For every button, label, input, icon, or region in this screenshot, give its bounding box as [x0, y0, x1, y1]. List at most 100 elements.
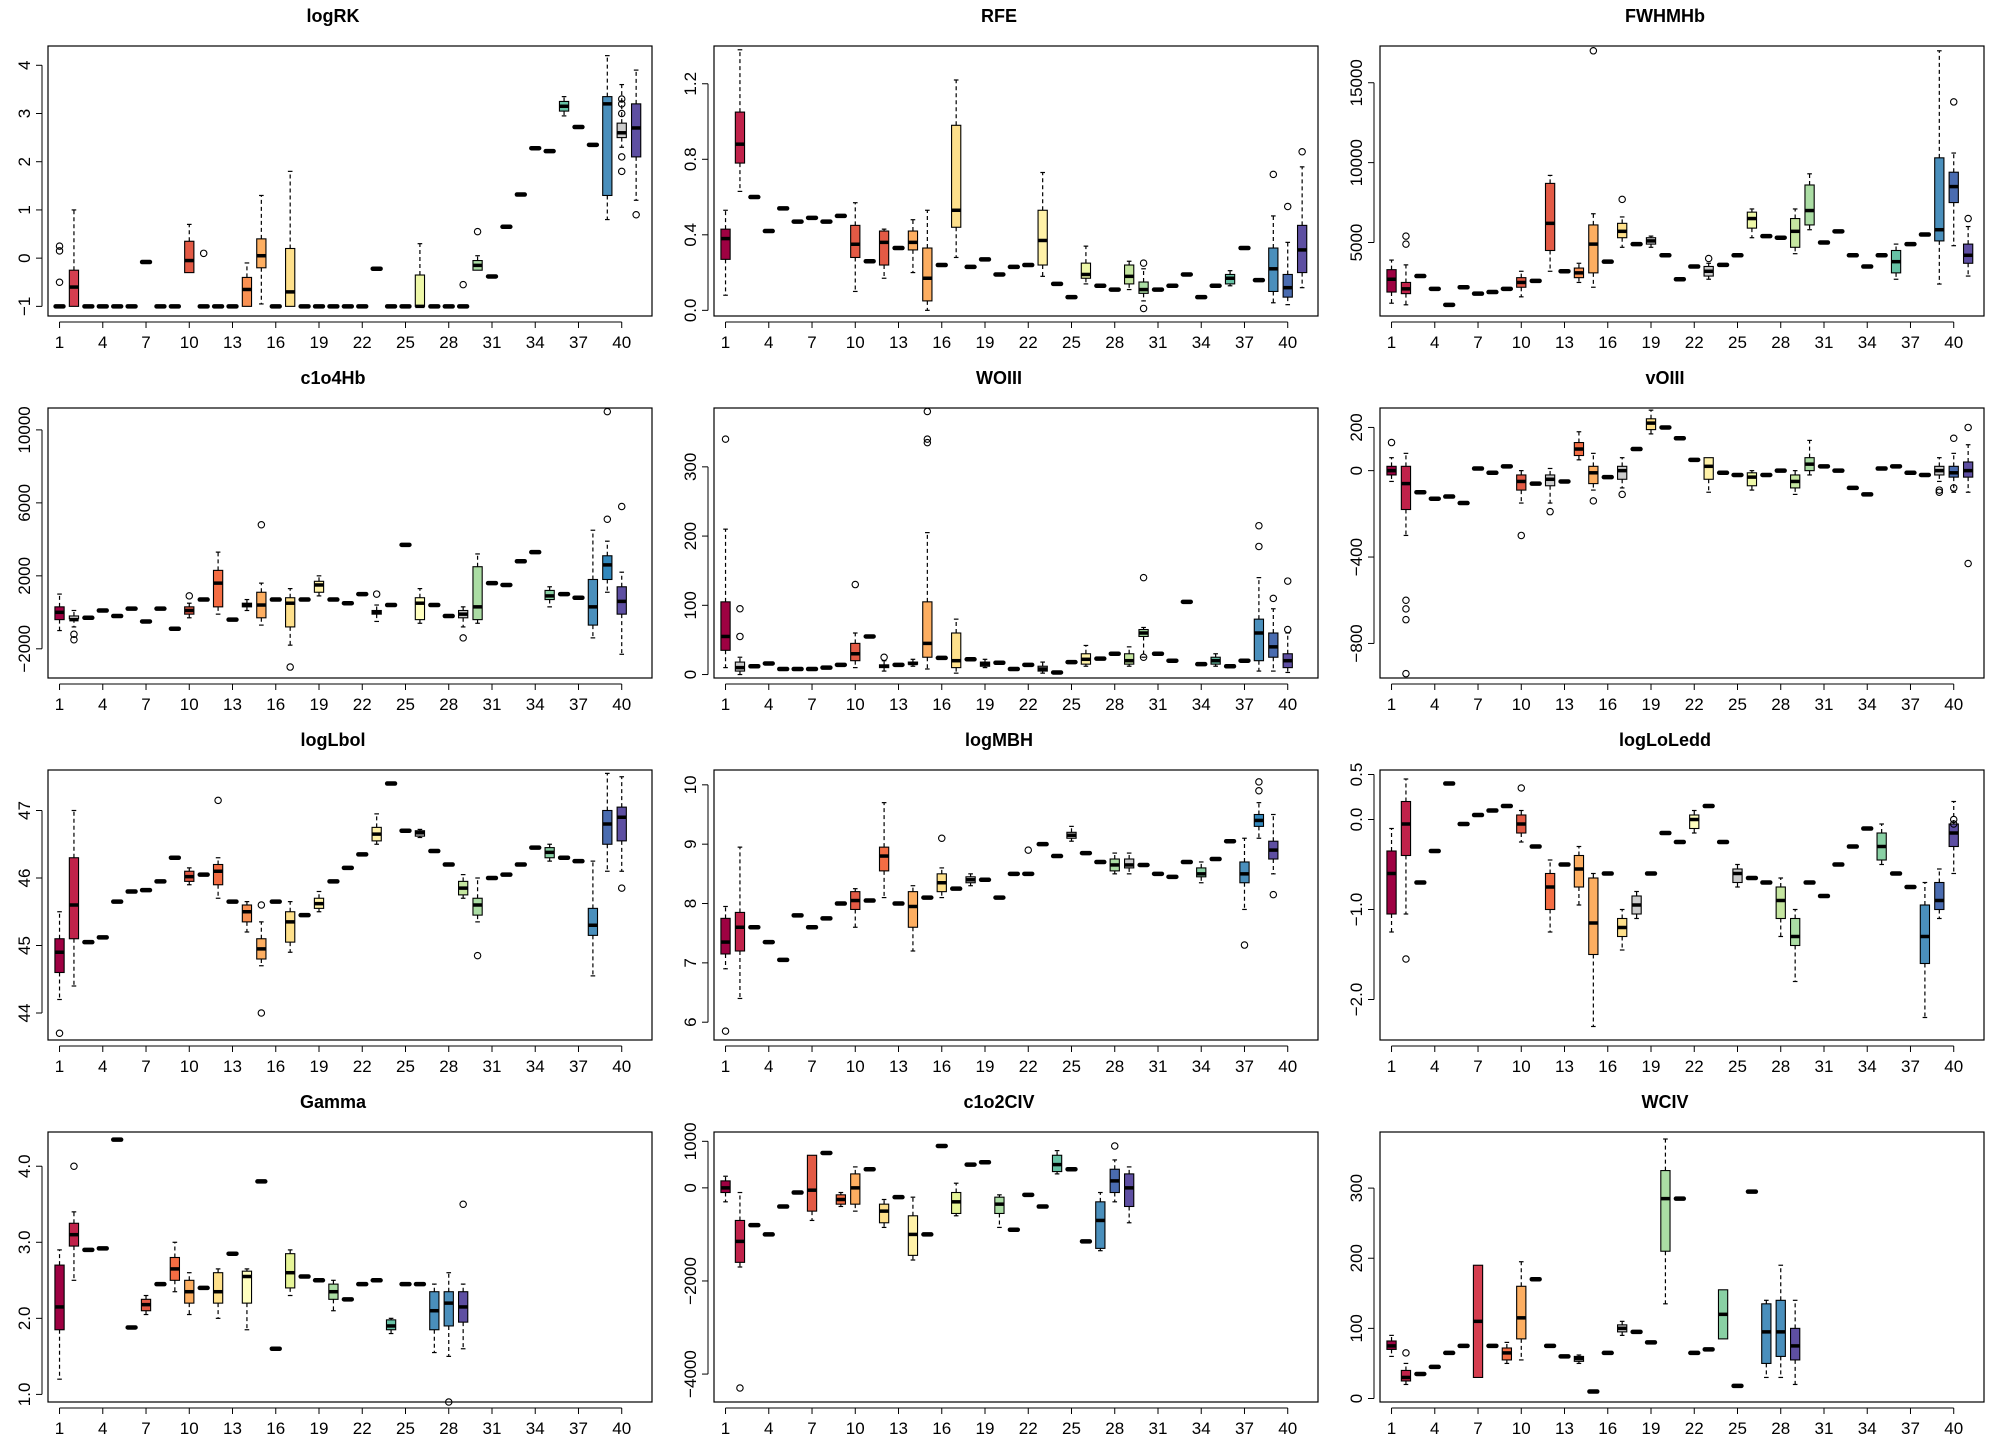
x-tick-label: 19 [976, 695, 995, 714]
box-35 [544, 586, 555, 608]
outlier-point [1269, 890, 1278, 899]
outlier-point [1949, 434, 1958, 442]
y-tick-label: 44 [15, 1004, 34, 1023]
x-tick-label: 10 [1512, 695, 1531, 714]
x-tick-label: 40 [1944, 1419, 1963, 1438]
box-36 [558, 96, 570, 117]
panel-title: WOIII [976, 368, 1022, 388]
box-17 [1617, 195, 1628, 248]
y-tick-label: 1.2 [681, 72, 700, 96]
x-tick-label: 7 [807, 1057, 816, 1076]
box-2 [734, 846, 746, 1000]
box-38 [1253, 778, 1265, 839]
box-26 [1080, 245, 1092, 285]
x-tick-label: 37 [1901, 333, 1920, 352]
box-35 [544, 843, 555, 862]
box-14 [241, 901, 253, 933]
box-body [1703, 457, 1714, 480]
x-tick-label: 34 [1858, 1419, 1877, 1438]
x-tick-label: 25 [1728, 333, 1747, 352]
box-17 [951, 79, 962, 259]
y-tick-label: 200 [1347, 413, 1366, 441]
box-15 [922, 407, 933, 670]
x-tick-label: 37 [1901, 695, 1920, 714]
outlier-point [617, 153, 626, 161]
box-2 [68, 809, 80, 987]
box-39 [602, 772, 613, 872]
box-body [878, 230, 890, 266]
panel-title: logLbol [300, 730, 366, 750]
box-body [1588, 465, 1599, 485]
box-14 [907, 885, 919, 952]
box-39 [1934, 50, 1945, 285]
x-tick-label: 34 [526, 1419, 545, 1438]
chart-c1o2civ: 1 4 7 10 13 16 19 22 25 28 31 34 37 40 −4000 −2000 0 1000 [681, 1122, 1319, 1438]
x-tick-label: 4 [764, 1057, 773, 1076]
outlier-point [1949, 98, 1958, 106]
outlier-point [1935, 486, 1944, 494]
x-tick-label: 1 [1387, 333, 1396, 352]
box-body [1253, 618, 1265, 662]
x-tick-label: 37 [1235, 1057, 1254, 1076]
box-29 [457, 1200, 469, 1350]
box-26 [414, 588, 426, 624]
x-tick-label: 40 [1944, 1057, 1963, 1076]
box-15 [256, 194, 267, 305]
x-tick-label: 1 [721, 695, 730, 714]
box-body [472, 566, 483, 621]
x-tick-label: 16 [266, 333, 285, 352]
box-15 [1588, 452, 1599, 505]
outlier-point [372, 590, 381, 598]
panel-title: Gamma [299, 1092, 367, 1112]
box-body [734, 111, 746, 164]
box-body [54, 938, 65, 974]
x-tick-label: 40 [612, 1057, 631, 1076]
outlier-point [1402, 955, 1410, 963]
y-tick-label: 200 [1347, 1244, 1366, 1272]
box-body [616, 806, 627, 842]
x-tick-label: 19 [1642, 1057, 1661, 1076]
x-tick-label: 13 [223, 1419, 242, 1438]
box-40 [1948, 98, 1959, 247]
x-tick-label: 28 [439, 333, 458, 352]
box-2 [1400, 232, 1412, 306]
box-12 [1544, 467, 1556, 516]
x-tick-label: 34 [1858, 1057, 1877, 1076]
x-tick-label: 31 [1149, 1419, 1168, 1438]
x-tick-label: 22 [1685, 333, 1704, 352]
box-body [922, 601, 933, 658]
outlier-point [214, 796, 222, 805]
outlier-point [1139, 259, 1148, 267]
box-body [806, 1154, 818, 1212]
x-tick-label: 28 [1105, 1419, 1124, 1438]
box-26 [1080, 644, 1092, 667]
box-12 [1544, 859, 1556, 933]
x-tick-label: 19 [976, 1419, 995, 1438]
outlier-point [632, 211, 640, 219]
box-body [720, 601, 731, 651]
outlier-point [617, 884, 626, 892]
outlier-point [1255, 542, 1263, 551]
box-29 [1789, 908, 1801, 983]
x-tick-label: 28 [1771, 1057, 1790, 1076]
outlier-point [1618, 195, 1626, 204]
outlier-point [1402, 615, 1410, 624]
box-37 [1239, 837, 1250, 949]
box-body [1761, 1303, 1772, 1364]
x-tick-label: 16 [932, 695, 951, 714]
box-23 [1703, 254, 1714, 280]
box-14 [1573, 1354, 1585, 1365]
box-body [241, 276, 253, 307]
plot-frame [1379, 407, 1985, 679]
x-tick-label: 7 [1473, 695, 1482, 714]
box-15 [256, 901, 267, 1017]
box-36 [1890, 243, 1902, 280]
x-tick-label: 37 [569, 695, 588, 714]
outlier-point [70, 1162, 78, 1170]
outlier-point [444, 1398, 453, 1406]
x-tick-label: 28 [1105, 1057, 1124, 1076]
box-10 [850, 888, 861, 928]
x-tick-label: 25 [1062, 333, 1081, 352]
outlier-point [286, 663, 294, 671]
outlier-point [1964, 559, 1972, 568]
